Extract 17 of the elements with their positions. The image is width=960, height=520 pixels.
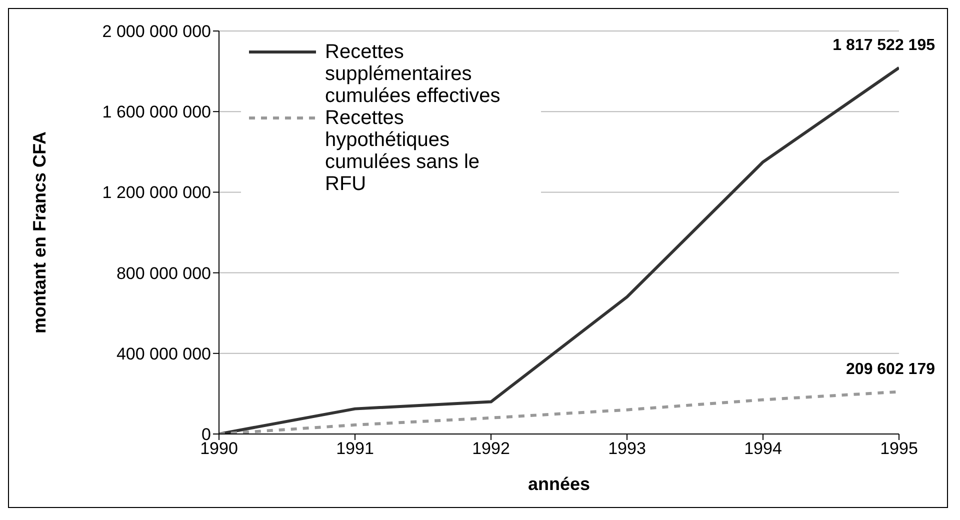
x-axis-title: années (528, 474, 590, 494)
x-tick-label: 1991 (336, 439, 374, 458)
data-label: 209 602 179 (846, 360, 936, 378)
data-label: 1 817 522 195 (832, 36, 936, 54)
x-tick-label: 1993 (608, 439, 646, 458)
y-tick-label: 2 000 000 000 (102, 22, 211, 42)
legend-label: Recettes hypothétiques cumulées sans le RFU (324, 107, 481, 195)
y-tick-label: 1 600 000 000 (102, 102, 211, 122)
x-tick-label: 1994 (744, 439, 782, 458)
x-tick-label: 1992 (472, 439, 510, 458)
y-tick-label: 1 200 000 000 (102, 183, 211, 202)
y-axis-title: montant en Francs CFA (29, 131, 50, 334)
y-tick-label: 800 000 000 (116, 264, 211, 283)
x-tick-label: 1995 (880, 439, 918, 458)
x-tick-label: 1990 (200, 439, 238, 458)
y-tick-label: 400 000 000 (116, 344, 211, 364)
legend-label: Recettes supplémentaires cumulées effectives (324, 41, 502, 107)
